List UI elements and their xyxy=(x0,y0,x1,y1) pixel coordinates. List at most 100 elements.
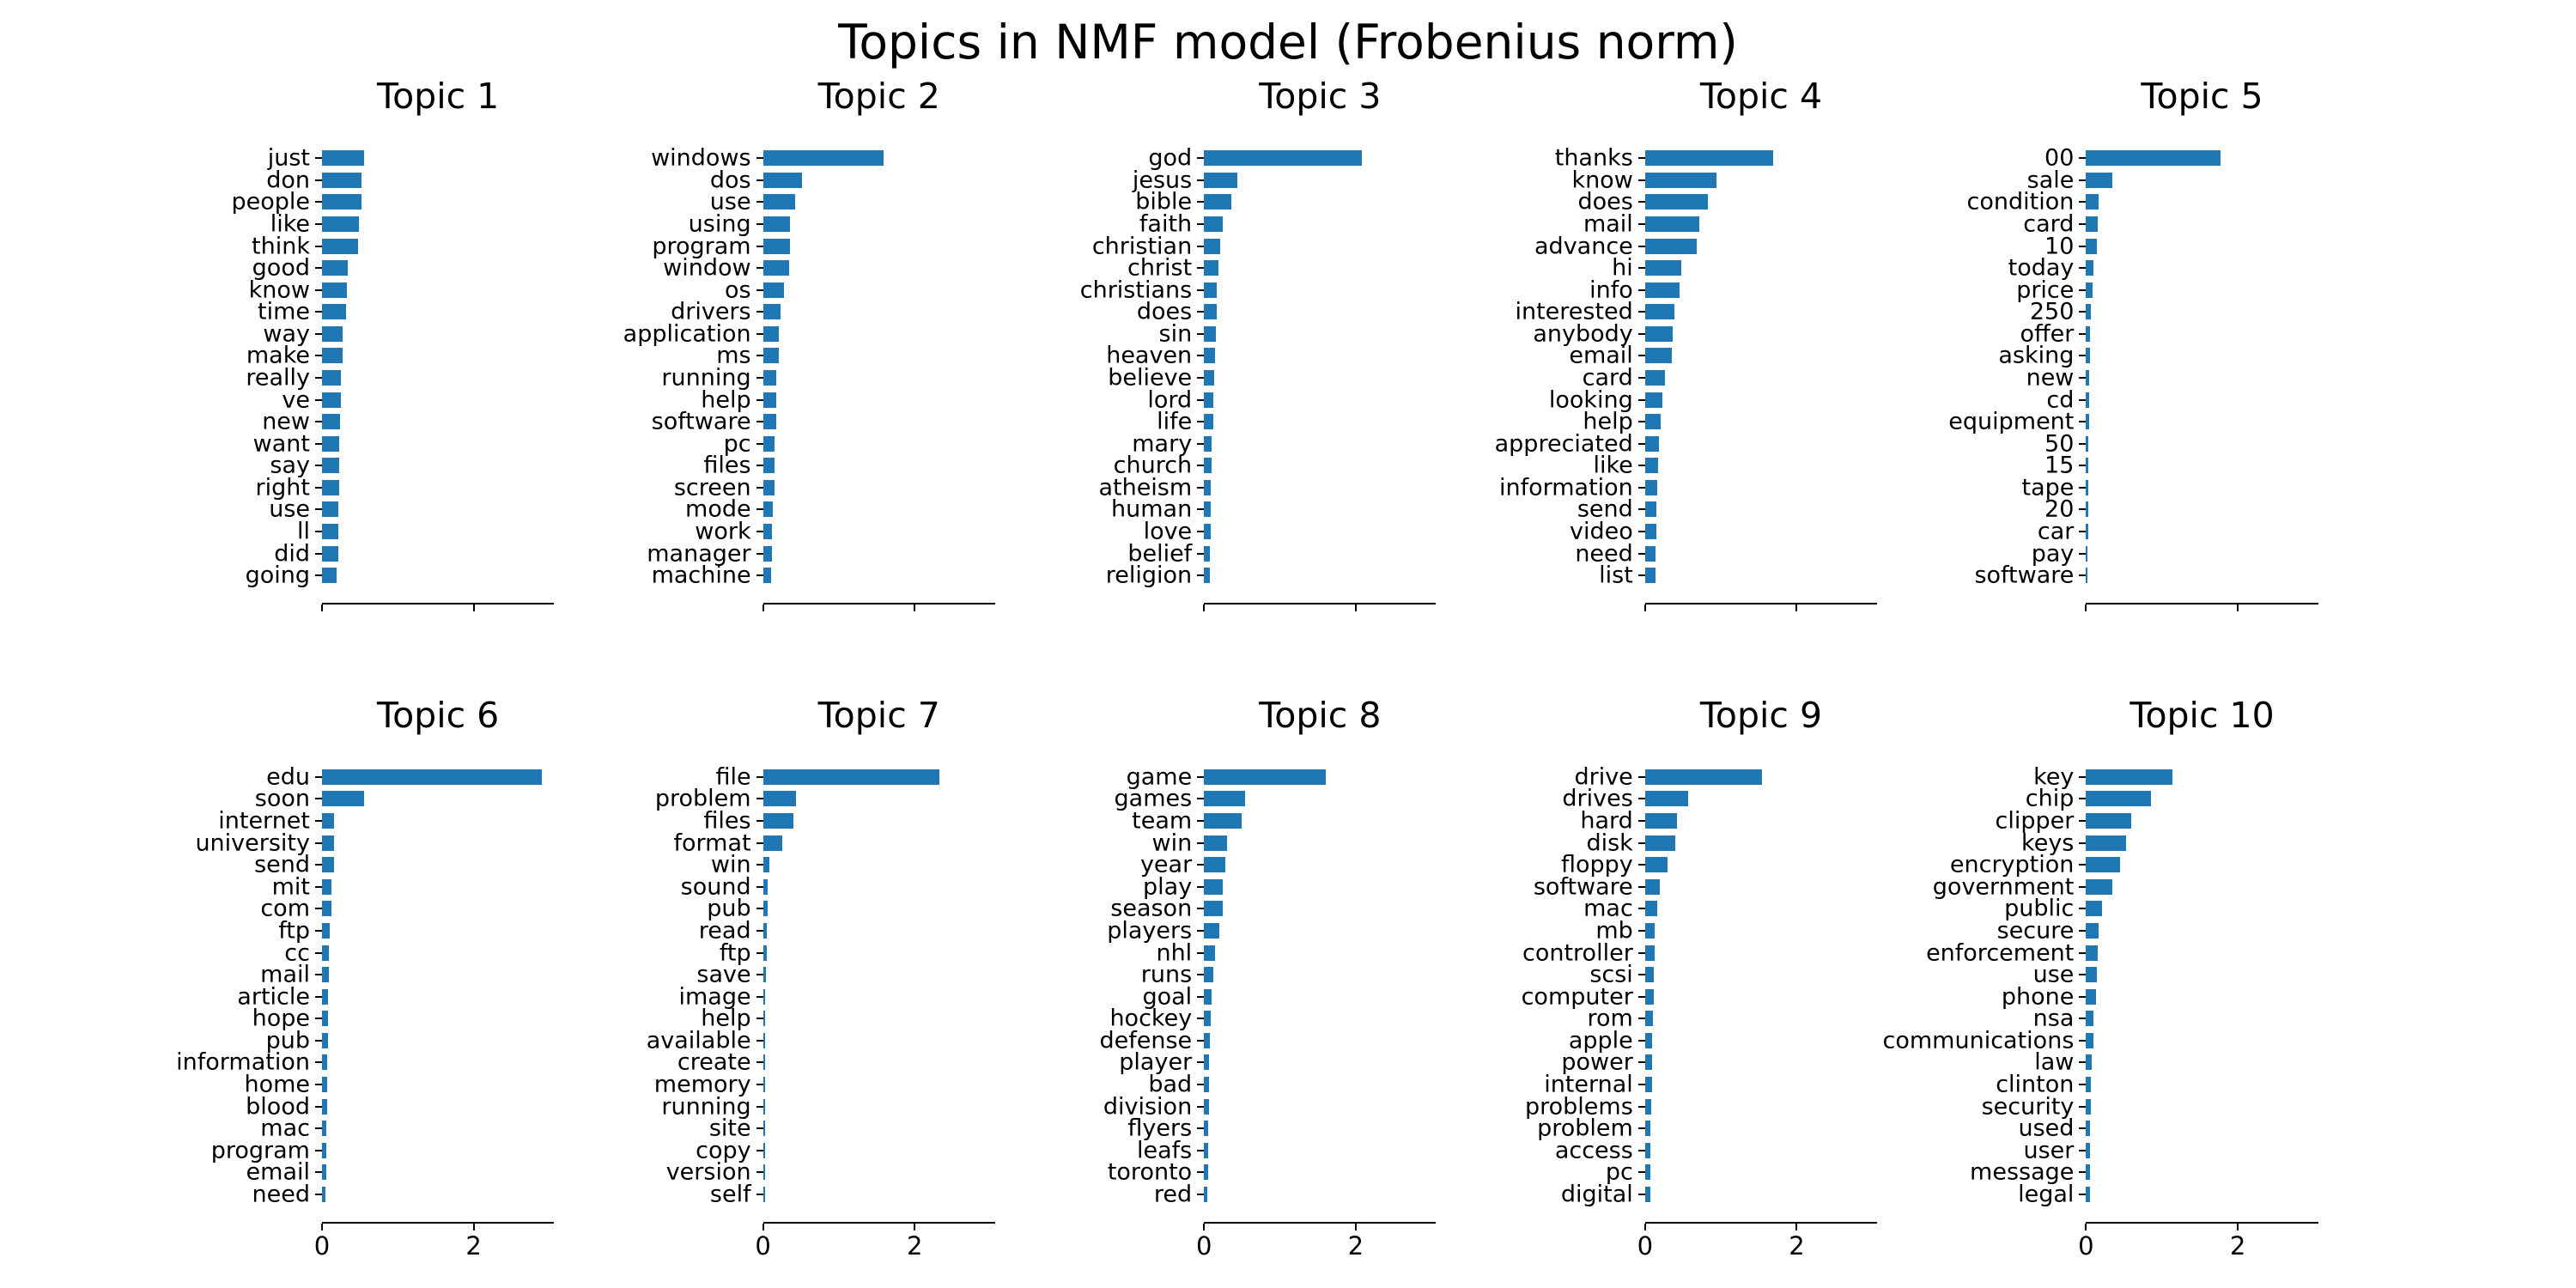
y-tick-mark xyxy=(1197,552,1205,555)
bar xyxy=(1644,348,1672,364)
bar xyxy=(1204,545,1211,562)
y-tick-label: know xyxy=(248,276,310,304)
bar-row: bible xyxy=(1135,191,1436,214)
y-tick-mark xyxy=(756,1127,763,1130)
y-tick-label: just xyxy=(267,144,310,172)
x-tick-mark xyxy=(1203,1223,1206,1230)
y-tick-mark xyxy=(1637,775,1645,778)
bar xyxy=(762,1186,765,1202)
bar xyxy=(762,1098,765,1115)
y-tick-label: bad xyxy=(1148,1071,1193,1098)
x-axis-line xyxy=(1204,603,1437,605)
bar-row: communications xyxy=(1883,1029,2318,1052)
bar-row: drive xyxy=(1574,765,1877,788)
bar-row: enforcement xyxy=(1926,941,2318,964)
y-tick-mark xyxy=(315,289,322,291)
bar-row: work xyxy=(695,520,995,544)
y-tick-mark xyxy=(315,864,322,866)
y-tick-mark xyxy=(315,465,322,467)
y-tick-mark xyxy=(1197,486,1205,489)
y-tick-mark xyxy=(1197,1149,1205,1151)
y-tick-mark xyxy=(315,885,322,888)
bar-row: drives xyxy=(1562,787,1877,811)
bar xyxy=(1644,260,1682,276)
y-tick-mark xyxy=(2079,885,2087,888)
y-tick-mark xyxy=(756,1039,763,1042)
y-tick-mark xyxy=(1197,289,1205,291)
bar-row: hope xyxy=(252,1007,554,1030)
bar xyxy=(2086,988,2096,1005)
bar-row: make xyxy=(246,344,554,368)
y-tick-mark xyxy=(1637,908,1645,910)
bar-row: win xyxy=(1151,831,1436,854)
y-tick-label: files xyxy=(703,452,751,479)
y-tick-label: version xyxy=(665,1158,751,1186)
y-tick-mark xyxy=(1637,820,1645,823)
bar-row: send xyxy=(1577,498,1877,521)
y-tick-label: atheism xyxy=(1098,474,1193,501)
y-tick-label: use xyxy=(2032,961,2075,988)
bar-row: manager xyxy=(647,542,995,565)
bar-row: 10 xyxy=(2044,234,2318,258)
y-tick-label: used xyxy=(2018,1115,2075,1142)
y-tick-mark xyxy=(1197,974,1205,976)
bar-row: leafs xyxy=(1137,1139,1436,1162)
bar-row: files xyxy=(703,810,995,833)
bar xyxy=(762,260,789,276)
y-tick-label: security xyxy=(1981,1093,2075,1121)
y-tick-label: machine xyxy=(651,562,751,589)
bar xyxy=(322,216,360,232)
y-tick-mark xyxy=(756,552,763,555)
y-tick-mark xyxy=(2079,355,2087,357)
bar-row: year xyxy=(1140,854,1436,877)
subplot-topic-10: Topic 10 key chip clipper keys encryption gove… xyxy=(1883,695,2318,1258)
bar xyxy=(1204,878,1224,895)
bar-row: copy xyxy=(696,1139,995,1162)
bar xyxy=(2086,479,2089,495)
y-tick-label: division xyxy=(1103,1093,1193,1121)
y-tick-label: home xyxy=(244,1071,310,1098)
y-tick-label: bible xyxy=(1135,188,1193,216)
bar-row: does xyxy=(1577,191,1877,214)
y-tick-mark xyxy=(315,332,322,335)
bar-row: public xyxy=(2004,897,2318,920)
y-tick-label: windows xyxy=(651,144,751,172)
bar-row: encryption xyxy=(1950,854,2318,877)
x-tick-label: 2 xyxy=(2229,1230,2246,1261)
y-tick-mark xyxy=(756,1061,763,1064)
y-tick-mark xyxy=(315,421,322,423)
y-tick-label: manager xyxy=(647,540,751,568)
figure-title: Topics in NMF model (Frobenius norm) xyxy=(838,15,1738,70)
y-tick-label: program xyxy=(210,1137,310,1164)
y-tick-mark xyxy=(756,486,763,489)
y-tick-label: software xyxy=(1533,873,1633,901)
y-tick-label: controller xyxy=(1522,939,1633,967)
bar-row: law xyxy=(2034,1051,2318,1074)
bar-row: need xyxy=(1575,542,1877,565)
bar xyxy=(762,369,777,386)
bar-row: play xyxy=(1143,875,1436,898)
bar-row: create xyxy=(677,1051,995,1074)
bar xyxy=(2086,835,2127,851)
x-tick-mark xyxy=(321,605,323,612)
bar xyxy=(2086,501,2088,518)
y-tick-label: team xyxy=(1132,807,1193,835)
y-tick-label: scsi xyxy=(1589,961,1633,988)
y-tick-label: ve xyxy=(282,386,310,414)
y-tick-mark xyxy=(315,1039,322,1042)
bar-row: mail xyxy=(1583,212,1877,235)
y-tick-label: computer xyxy=(1521,983,1633,1011)
bar xyxy=(322,369,342,386)
bar-row: running xyxy=(661,1095,995,1118)
bar xyxy=(1204,369,1215,386)
bar xyxy=(1644,1098,1651,1115)
bar xyxy=(762,348,780,364)
x-axis-line xyxy=(1644,1221,1878,1224)
bar-row: good xyxy=(252,257,554,280)
y-tick-label: files xyxy=(703,807,751,835)
y-tick-label: public xyxy=(2004,895,2075,922)
bar-row: memory xyxy=(654,1072,995,1096)
y-tick-mark xyxy=(315,157,322,160)
bar xyxy=(1204,1164,1209,1181)
y-tick-mark xyxy=(1197,1083,1205,1085)
